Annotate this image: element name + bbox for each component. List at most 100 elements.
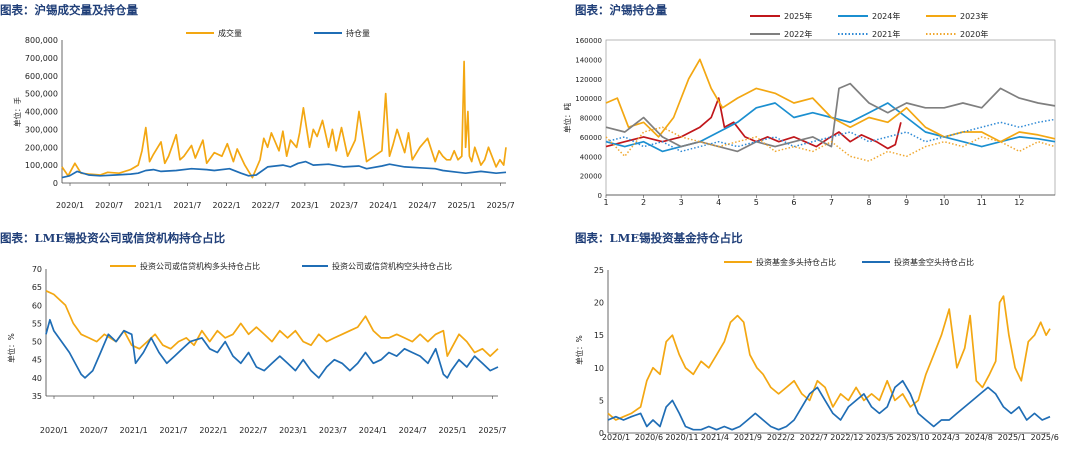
series-line <box>605 58 1056 143</box>
x-tick-label: 2022/7 <box>800 433 828 442</box>
chart-title: 图表：LME锡投资公司或信贷机构持仓占比 <box>0 231 226 245</box>
x-tick-label: 11 <box>977 198 987 207</box>
x-tick-label: 2023/10 <box>896 433 929 442</box>
x-tick-label: 2022/12 <box>830 433 863 442</box>
x-tick-label: 2020/1 <box>56 201 84 210</box>
x-tick-label: 2022/1 <box>199 426 227 435</box>
chart-svg: 0 100,000 200,000 300,000 400,000 500,000 600,… <box>12 28 515 210</box>
x-tick-label: 2021/7 <box>173 201 201 210</box>
series-line <box>605 82 1056 153</box>
x-tick-label: 2023/1 <box>279 426 307 435</box>
chart-title: 图表：沪锡持仓量 <box>575 3 667 17</box>
legend-label: 2020年 <box>960 29 988 39</box>
series-line <box>45 290 499 357</box>
legend-label: 投资基金多头持仓占比 <box>756 257 836 267</box>
panel-tin-open-interest: 图表：沪锡持仓量 0 20000 40000 60000 80000 100000 1200… <box>540 0 1080 221</box>
y-tick-label: 45 <box>32 356 42 365</box>
x-tick-label: 2024/1 <box>369 201 397 210</box>
y-axis-label: 单位：吨 <box>562 103 572 133</box>
y-axis-label: 单位：手 <box>12 97 22 127</box>
y-tick-label: 55 <box>32 319 42 328</box>
x-tick-label: 2023/7 <box>319 426 347 435</box>
x-tick-label: 2021/1 <box>120 426 148 435</box>
chart-svg: 0 5 10 15 20 25 2020/1 2020/6 2020/11 2021/4 2021/… <box>574 257 1059 442</box>
legend-label: 2022年 <box>784 29 812 39</box>
chart-title: 图表：沪锡成交量及持仓量 <box>0 3 138 17</box>
panel-volume-open-interest: 图表：沪锡成交量及持仓量 0 100,000 200,000 300,000 400,0… <box>0 0 540 221</box>
x-tick-label: 6 <box>791 198 796 207</box>
legend-label: 持仓量 <box>346 28 370 38</box>
y-tick-label: 65 <box>32 283 42 292</box>
x-tick-label: 7 <box>829 198 834 207</box>
x-tick-label: 2024/7 <box>408 201 436 210</box>
y-tick-label: 5 <box>599 396 604 405</box>
x-tick-label: 9 <box>904 198 909 207</box>
y-tick-label: 60 <box>32 301 42 310</box>
y-tick-label: 500,000 <box>25 90 58 99</box>
y-tick-label: 200,000 <box>25 143 58 152</box>
x-tick-label: 2020/11 <box>665 433 698 442</box>
y-tick-label: 80000 <box>580 115 602 123</box>
x-tick-label: 2022/2 <box>767 433 795 442</box>
x-tick-label: 2025/6 <box>1031 433 1059 442</box>
x-tick-label: 2023/1 <box>291 201 319 210</box>
x-tick-label: 2020/6 <box>635 433 663 442</box>
y-tick-label: 20 <box>594 299 604 308</box>
y-tick-label: 15 <box>594 331 604 340</box>
x-tick-label: 8 <box>866 198 871 207</box>
x-tick-label: 2023/7 <box>330 201 358 210</box>
x-tick-label: 2025/1 <box>998 433 1026 442</box>
x-tick-label: 2022/1 <box>213 201 241 210</box>
y-tick-label: 0 <box>598 192 602 200</box>
x-tick-label: 2022/7 <box>239 426 267 435</box>
x-tick-label: 2024/3 <box>932 433 960 442</box>
legend-label: 2024年 <box>872 11 900 21</box>
y-tick-label: 70 <box>32 265 42 274</box>
legend-label: 投资基金空头持仓占比 <box>894 257 974 267</box>
panel-lme-investment-firms: 图表：LME锡投资公司或信贷机构持仓占比 35 40 45 50 55 60 65 70 202… <box>0 228 540 449</box>
x-tick-label: 2021/9 <box>734 433 762 442</box>
series-line <box>607 295 1051 421</box>
x-tick-label: 2024/1 <box>359 426 387 435</box>
y-tick-label: 40 <box>32 374 42 383</box>
y-tick-label: 20000 <box>580 173 602 181</box>
y-tick-label: 60000 <box>580 134 602 142</box>
y-tick-label: 25 <box>594 266 604 275</box>
y-tick-label: 10 <box>594 364 604 373</box>
y-tick-label: 35 <box>32 392 42 401</box>
y-axis-label: 单位：% <box>574 335 584 365</box>
y-tick-label: 100,000 <box>25 161 58 170</box>
chart-svg: 35 40 45 50 55 60 65 70 2020/1 2020/7 2021/1 2021/7… <box>6 261 507 435</box>
legend-label: 成交量 <box>218 28 242 38</box>
x-tick-label: 2020/7 <box>95 201 123 210</box>
legend-label: 2021年 <box>872 29 900 39</box>
x-tick-label: 2020/7 <box>80 426 108 435</box>
y-tick-label: 300,000 <box>25 125 58 134</box>
x-tick-label: 5 <box>754 198 759 207</box>
x-tick-label: 10 <box>939 198 949 207</box>
x-tick-label: 2021/4 <box>701 433 729 442</box>
x-tick-label: 1 <box>603 198 608 207</box>
x-tick-label: 2020/1 <box>40 426 68 435</box>
series-line <box>61 160 507 179</box>
x-tick-label: 2025/7 <box>478 426 506 435</box>
x-tick-label: 2025/7 <box>487 201 515 210</box>
x-tick-label: 2024/8 <box>965 433 993 442</box>
legend-label: 投资公司或信贷机构空头持仓占比 <box>332 261 452 271</box>
series-line <box>607 379 1051 431</box>
y-tick-label: 100000 <box>575 95 602 103</box>
x-tick-label: 4 <box>716 198 721 207</box>
series-line <box>605 118 1056 153</box>
x-tick-label: 2021/1 <box>134 201 162 210</box>
x-tick-label: 2025/1 <box>439 426 467 435</box>
series-line <box>45 318 499 379</box>
x-tick-label: 2020/1 <box>602 433 630 442</box>
series-line <box>605 126 1056 162</box>
series-line <box>605 102 1056 153</box>
legend-label: 投资公司或信贷机构多头持仓占比 <box>140 261 260 271</box>
legend-label: 2025年 <box>784 11 812 21</box>
x-tick-label: 3 <box>679 198 684 207</box>
chart-svg: 0 20000 40000 60000 80000 100000 120000 140000 1… <box>562 11 1056 207</box>
y-tick-label: 700,000 <box>25 54 58 63</box>
legend-label: 2023年 <box>960 11 988 21</box>
